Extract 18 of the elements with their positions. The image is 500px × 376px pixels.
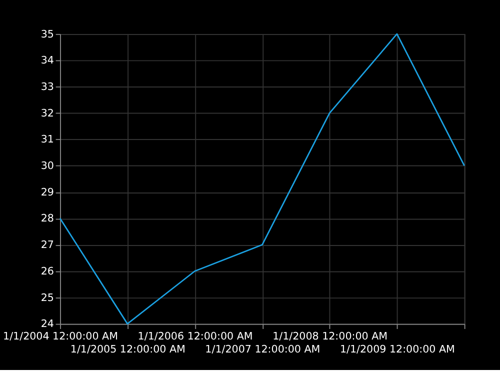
y-tick-label: 30 — [40, 160, 54, 172]
y-tick-label: 32 — [40, 107, 54, 120]
y-tick-label: 28 — [40, 212, 54, 225]
y-tick-label: 25 — [40, 292, 54, 304]
y-tick-label: 33 — [40, 80, 54, 93]
y-tick-label: 24 — [40, 318, 54, 330]
y-tick-label: 31 — [40, 134, 54, 146]
y-tick-label: 35 — [40, 28, 54, 40]
x-tick-label: 1/1/2006 12:00:00 AM — [138, 330, 253, 342]
x-tick-label: 1/1/2009 12:00:00 AM — [340, 343, 455, 356]
y-tick-label: 27 — [40, 239, 54, 252]
y-tick-label: 34 — [40, 54, 54, 67]
x-tick-label: 1/1/2007 12:00:00 AM — [205, 343, 320, 356]
x-tick-label: 1/1/2005 12:00:00 AM — [70, 343, 186, 356]
x-tick-label: 1/1/2008 12:00:00 AM — [272, 330, 388, 342]
x-tick-label: 1/1/2004 12:00:00 AM — [3, 330, 118, 342]
y-tick-label: 29 — [40, 186, 54, 198]
y-tick-label: 26 — [40, 265, 54, 278]
